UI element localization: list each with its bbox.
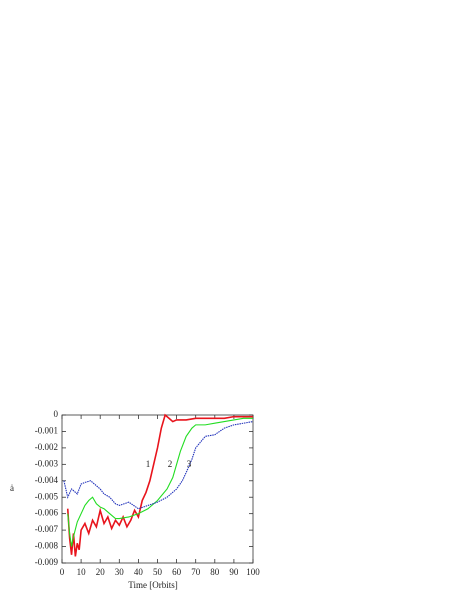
x-tick-label: 100 [246,567,260,577]
x-tick-label: 40 [134,567,144,577]
y-tick-label: -0.004 [35,475,59,485]
series-line [63,421,254,510]
x-tick-label: 70 [191,567,201,577]
y-tick-label: 0 [54,409,59,419]
y-tick-label: -0.001 [35,426,58,436]
plot-frame [61,414,254,564]
y-tick-label: -0.002 [35,442,58,452]
x-tick-label: 50 [153,567,163,577]
x-tick-label: 20 [96,567,106,577]
curve-label: 3 [187,459,192,469]
curve-label: 2 [168,459,173,469]
y-axis-label: ȧ [10,483,14,493]
y-tick-label: -0.008 [35,541,59,551]
curve-label: 1 [146,459,151,469]
series-line [66,413,253,557]
y-tick-label: -0.003 [35,458,59,468]
x-tick-label: 30 [115,567,125,577]
x-tick-label: 60 [172,567,182,577]
y-tick-label: -0.009 [35,557,59,567]
y-tick-label: -0.006 [35,508,59,518]
series-line [67,417,253,547]
x-tick-label: 10 [77,567,87,577]
x-axis-label: Time [Orbits] [128,580,177,590]
x-tick-label: 90 [229,567,239,577]
x-tick-label: 80 [210,567,220,577]
x-tick-label: 0 [60,567,65,577]
y-tick-label: -0.007 [35,524,59,534]
y-tick-label: -0.005 [35,491,59,501]
